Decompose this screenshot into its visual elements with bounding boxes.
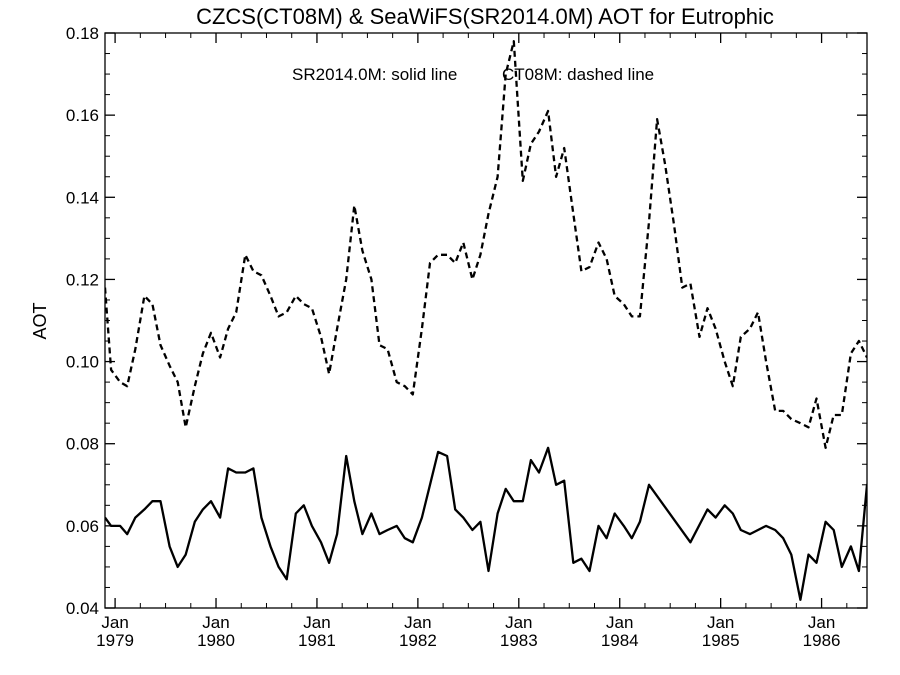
legend-note-solid: SR2014.0M: solid line xyxy=(292,65,457,84)
y-tick-label: 0.14 xyxy=(66,188,99,207)
x-tick-label-month: Jan xyxy=(707,613,734,632)
series-line-sr2014-0m xyxy=(105,446,867,601)
y-tick-label: 0.16 xyxy=(66,106,99,125)
legend-note-dashed: CT08M: dashed line xyxy=(502,65,654,84)
x-tick-label-year: 1979 xyxy=(96,631,134,650)
x-tick-label-year: 1983 xyxy=(500,631,538,650)
x-tick-label-month: Jan xyxy=(808,613,835,632)
x-tick-label-year: 1986 xyxy=(803,631,841,650)
chart-title: CZCS(CT08M) & SeaWiFS(SR2014.0M) AOT for… xyxy=(196,4,774,29)
x-tick-label-year: 1985 xyxy=(702,631,740,650)
x-tick-label-month: Jan xyxy=(606,613,633,632)
x-tick-label-month: Jan xyxy=(101,613,128,632)
y-tick-label: 0.10 xyxy=(66,353,99,372)
x-tick-label-year: 1984 xyxy=(601,631,639,650)
y-tick-label: 0.12 xyxy=(66,270,99,289)
plot-area: 0.040.060.080.100.120.140.160.18Jan1979J… xyxy=(66,24,868,650)
x-tick-label-month: Jan xyxy=(303,613,330,632)
y-tick-label: 0.18 xyxy=(66,24,99,43)
x-tick-label-year: 1980 xyxy=(197,631,235,650)
y-tick-label: 0.06 xyxy=(66,517,99,536)
x-tick-label-year: 1982 xyxy=(399,631,437,650)
x-tick-label-month: Jan xyxy=(505,613,532,632)
plot-frame xyxy=(104,32,868,609)
x-tick-label-year: 1981 xyxy=(298,631,336,650)
y-tick-label: 0.08 xyxy=(66,435,99,454)
y-tick-label: 0.04 xyxy=(66,599,99,618)
x-tick-label-month: Jan xyxy=(404,613,431,632)
x-tick-label-month: Jan xyxy=(202,613,229,632)
series-line-ct08m xyxy=(105,40,867,449)
y-axis-label: AOT xyxy=(30,302,50,339)
